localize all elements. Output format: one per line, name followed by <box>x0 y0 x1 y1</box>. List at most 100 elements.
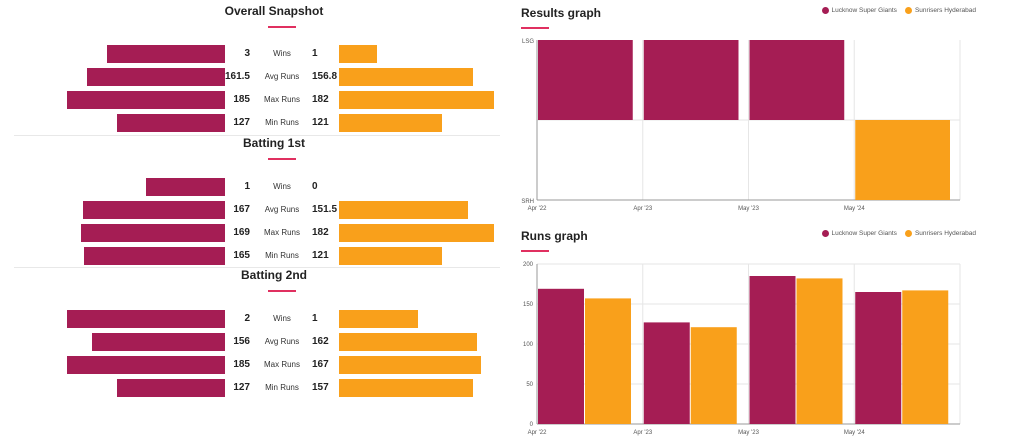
right-value: 182 <box>312 227 329 238</box>
left-value: 127 <box>233 382 250 393</box>
right-value: 167 <box>312 359 329 370</box>
section-divider <box>14 135 500 136</box>
x-tick-label: May '24 <box>844 206 865 212</box>
right-bar <box>339 114 443 132</box>
metric-label: Avg Runs <box>264 72 300 81</box>
legend-dot-icon <box>821 7 829 14</box>
metric-label: Max Runs <box>263 360 300 369</box>
legend-label-srh: Sunrisers Hyderabad <box>914 7 976 14</box>
runs-bar <box>643 322 690 424</box>
results-title-underline <box>521 27 549 29</box>
result-bar <box>749 40 845 120</box>
runs-bar <box>749 276 796 424</box>
metric-label: Wins <box>273 49 291 58</box>
stat-row: 167 Avg Runs 151.5 <box>0 201 510 219</box>
left-value: 3 <box>244 48 250 59</box>
metric-label: Max Runs <box>263 95 300 104</box>
stat-row: 2 Wins 1 <box>0 310 510 328</box>
right-bar <box>339 45 377 63</box>
left-bar <box>82 201 225 219</box>
left-value: 127 <box>233 117 250 128</box>
metric-label: Min Runs <box>265 383 299 392</box>
runs-bar <box>902 290 949 424</box>
stat-row: 156 Avg Runs 162 <box>0 333 510 351</box>
stat-row: 1 Wins 0 <box>0 178 510 196</box>
right-value: 1 <box>312 48 318 59</box>
legend-label-lsg: Lucknow Super Giants <box>831 230 897 237</box>
runs-bar <box>538 288 584 424</box>
left-value: 167 <box>233 204 250 215</box>
legend-item-lsg[interactable]: Lucknow Super Giants <box>821 7 897 14</box>
left-bar <box>107 45 225 63</box>
results-graph-title: Results graph <box>521 6 602 20</box>
metric-label: Avg Runs <box>264 205 300 214</box>
left-bar <box>67 356 225 374</box>
right-bar <box>339 310 418 328</box>
section-title: Overall Snapshot <box>224 4 324 18</box>
legend-item-lsg[interactable]: Lucknow Super Giants <box>821 230 897 237</box>
right-bar <box>339 91 495 109</box>
x-tick-label: Apr '22 <box>528 206 547 212</box>
x-tick-label: Apr '22 <box>528 430 547 436</box>
runs-legend: Lucknow Super Giants Sunrisers Hyderabad <box>814 230 976 237</box>
runs-graph: 0 50 100 150 200 Apr '22 Apr '23 May '23 May '24 <box>523 262 961 436</box>
result-bar <box>855 120 950 200</box>
right-bar <box>339 379 473 397</box>
section-title-underline <box>268 158 296 160</box>
right-value: 1 <box>312 313 318 324</box>
right-value: 182 <box>312 94 329 105</box>
result-bar <box>643 40 739 120</box>
left-value: 161.5 <box>224 71 250 82</box>
runs-bar <box>690 327 737 424</box>
metric-label: Wins <box>273 182 291 191</box>
right-bar <box>339 333 478 351</box>
left-bar <box>67 91 225 109</box>
legend-item-srh[interactable]: Sunrisers Hyderabad <box>904 230 976 237</box>
left-value: 1 <box>244 181 250 192</box>
metric-label: Max Runs <box>263 228 300 237</box>
legend-item-srh[interactable]: Sunrisers Hyderabad <box>904 7 976 14</box>
y-tick-label: LSG <box>522 39 534 45</box>
right-value: 121 <box>312 250 329 261</box>
metric-label: Min Runs <box>265 251 299 260</box>
right-value: 157 <box>312 382 329 393</box>
runs-bar <box>585 298 631 424</box>
result-bar <box>538 40 633 120</box>
runs-bar <box>855 292 902 424</box>
x-tick-label: May '23 <box>738 206 759 212</box>
left-value: 169 <box>233 227 250 238</box>
left-value: 185 <box>233 359 250 370</box>
section-title-underline <box>268 26 296 28</box>
y-tick-label: 150 <box>523 302 534 308</box>
x-tick-label: Apr '23 <box>633 206 652 212</box>
right-bar <box>339 68 473 86</box>
stat-row: 127 Min Runs 121 <box>0 114 510 132</box>
section-divider <box>14 267 500 268</box>
left-bar <box>67 310 225 328</box>
y-tick-label: 100 <box>523 342 534 348</box>
section-title: Batting 1st <box>242 136 305 150</box>
right-value: 151.5 <box>312 204 338 215</box>
right-bar <box>339 356 482 374</box>
left-value: 2 <box>244 313 250 324</box>
legend-dot-icon <box>821 230 829 237</box>
y-tick-label: 0 <box>530 422 534 428</box>
x-tick-label: May '24 <box>844 430 865 436</box>
x-tick-label: Apr '23 <box>633 430 652 436</box>
runs-title-underline <box>521 250 549 252</box>
right-value: 162 <box>312 336 329 347</box>
x-tick-label: May '23 <box>738 430 759 436</box>
stat-row: 185 Max Runs 182 <box>0 91 510 109</box>
y-tick-label: SRH <box>521 199 534 205</box>
left-bar <box>84 247 225 265</box>
right-bar <box>339 201 469 219</box>
legend-label-lsg: Lucknow Super Giants <box>831 7 897 14</box>
left-bar <box>116 379 225 397</box>
section-title: Batting 2nd <box>241 268 307 282</box>
y-tick-label: 50 <box>526 382 533 388</box>
stat-row: 3 Wins 1 <box>0 45 510 63</box>
left-bar <box>116 114 225 132</box>
right-value: 121 <box>312 117 329 128</box>
metric-label: Min Runs <box>265 118 299 127</box>
legend-dot-icon <box>904 230 912 237</box>
